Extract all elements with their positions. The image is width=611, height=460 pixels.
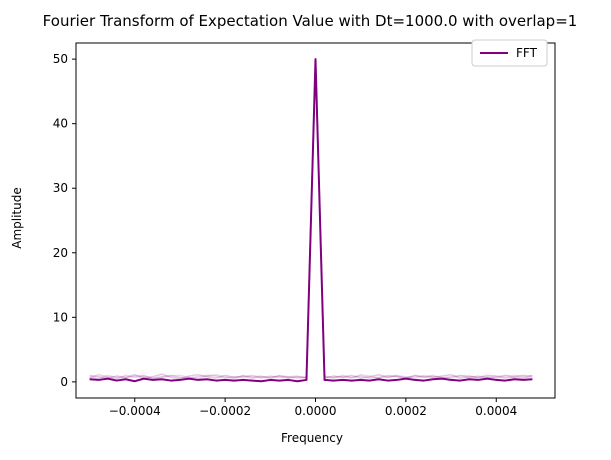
- x-tick-label: 0.0002: [385, 404, 427, 418]
- legend-box: [471, 39, 548, 67]
- y-tick-label: 10: [53, 310, 68, 324]
- y-tick-label: 40: [53, 117, 68, 131]
- chart-title: Fourier Transform of Expectation Value w…: [43, 12, 578, 30]
- x-axis-ticks: −0.0004 −0.0002 0.0000 0.0002 0.0004: [109, 398, 517, 418]
- series-line-fft: [89, 58, 533, 383]
- x-tick-label: −0.0004: [109, 404, 161, 418]
- y-tick-label: 0: [60, 375, 68, 389]
- y-axis-ticks: 0 10 20 30 40 50: [53, 52, 76, 389]
- x-tick-label: −0.0002: [199, 404, 251, 418]
- y-tick-label: 50: [53, 52, 68, 66]
- y-tick-label: 30: [53, 181, 68, 195]
- y-tick-label: 20: [53, 246, 68, 260]
- y-axis-label: Amplitude: [10, 187, 24, 249]
- x-tick-label: 0.0004: [475, 404, 517, 418]
- legend-label-fft: FFT: [516, 46, 538, 60]
- legend: FFT: [471, 39, 548, 67]
- series-layer: [89, 58, 533, 383]
- x-axis-label: Frequency: [281, 431, 343, 445]
- x-tick-label: 0.0000: [295, 404, 337, 418]
